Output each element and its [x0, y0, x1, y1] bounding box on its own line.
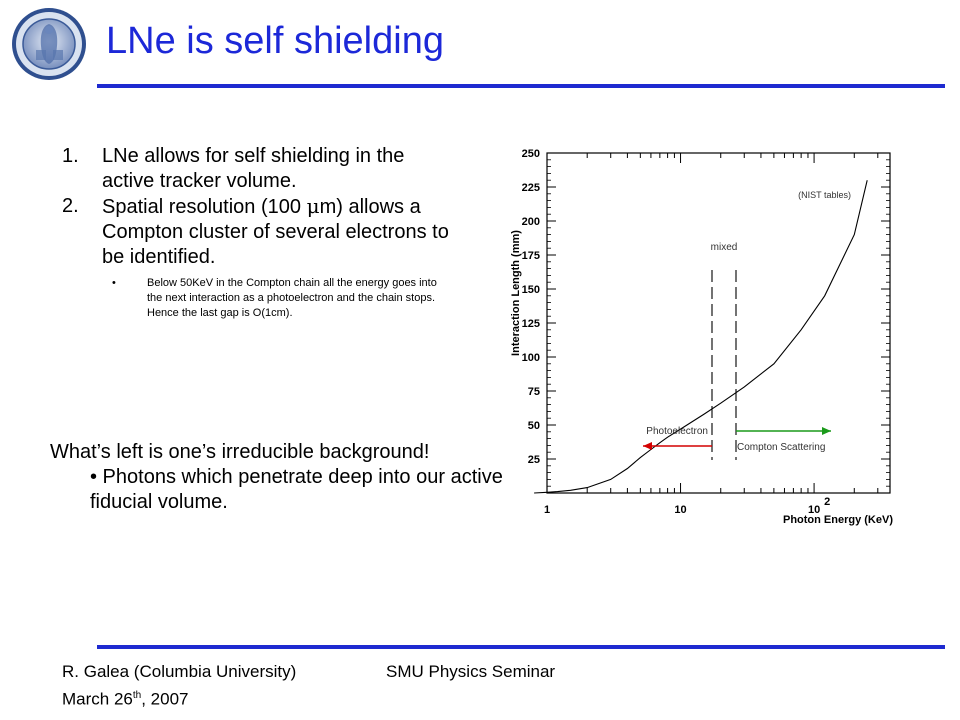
background-note: What’s left is one’s irreducible backgro… [50, 440, 530, 515]
y-tick-label: 75 [528, 386, 540, 398]
list-item: 1. LNe allows for self shielding in the … [62, 144, 452, 194]
nist-tables-label: (NIST tables) [798, 190, 851, 200]
interaction-length-chart: 255075100125150175200225250110102103Phot… [510, 148, 893, 526]
footer-date: March 26th, 2007 [62, 684, 296, 712]
y-tick-label: 125 [522, 318, 540, 330]
compton-arrow-head [822, 427, 831, 435]
bullet-glyph: • [112, 277, 116, 289]
y-tick-label: 25 [528, 454, 540, 466]
slide-title: LNe is self shielding [106, 20, 444, 62]
y-tick-label: 200 [522, 216, 540, 228]
y-tick-label: 100 [522, 352, 540, 364]
photoelectron-arrow-head [643, 442, 652, 450]
university-seal-logo [12, 8, 86, 80]
footer-event: SMU Physics Seminar [386, 662, 556, 681]
title-divider [97, 84, 945, 88]
item-text-part: m) allows a Compton cluster of several e… [102, 196, 449, 268]
mu-symbol: μ [306, 194, 320, 218]
interaction-length-curve [534, 180, 868, 494]
numbered-points: 1. LNe allows for self shielding in the … [62, 144, 452, 321]
date-sup: th [132, 690, 142, 701]
date-suffix: , 2007 [141, 689, 189, 709]
sub-bullet: • Below 50KeV in the Compton chain all t… [112, 276, 452, 321]
photoelectron-label: Photoelectron [646, 426, 708, 437]
item-text-part: Spatial resolution (100 [102, 196, 307, 218]
background-heading: What’s left is one’s irreducible backgro… [50, 441, 430, 463]
footer-author: R. Galea (Columbia University) [62, 662, 297, 681]
x-tick-label: 10 [674, 504, 686, 516]
x-tick-label: 1 [544, 504, 550, 516]
y-axis-label: Interaction Length (mm) [510, 230, 522, 356]
date-prefix: March 26 [62, 689, 133, 709]
compton-scattering-label: Compton Scattering [737, 442, 825, 453]
sub-bullet-text: Below 50KeV in the Compton chain all the… [147, 277, 437, 319]
y-tick-label: 225 [522, 182, 540, 194]
item-text: Spatial resolution (100 μm) allows a Com… [102, 194, 452, 270]
x-tick-exponent: 2 [824, 496, 830, 508]
x-axis-label: Photon Energy (KeV) [783, 514, 893, 526]
plot-frame [546, 152, 891, 494]
item-number: 2. [62, 195, 79, 217]
y-tick-label: 250 [522, 148, 540, 160]
y-tick-label: 175 [522, 250, 540, 262]
footer-divider [97, 645, 945, 649]
y-tick-label: 50 [528, 420, 540, 432]
x-tick-label: 10 [808, 504, 820, 516]
item-number: 1. [62, 145, 79, 167]
y-tick-label: 150 [522, 284, 540, 296]
background-item: • Photons which penetrate deep into our … [90, 466, 503, 513]
item-text: LNe allows for self shielding in the act… [102, 145, 405, 192]
footer-author-date: R. Galea (Columbia University) March 26t… [62, 660, 296, 712]
mixed-label: mixed [711, 242, 738, 253]
list-item: 2. Spatial resolution (100 μm) allows a … [62, 194, 452, 270]
